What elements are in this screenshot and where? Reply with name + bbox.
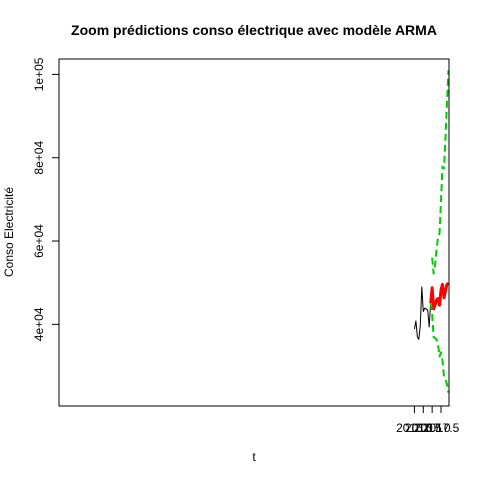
- y-axis: 4e+04 6e+04 8e+04 1e+05: [32, 57, 60, 341]
- series-line-upper-bound: [431, 70, 450, 275]
- plot-frame: [58, 58, 450, 407]
- series-line-lower-bound: [429, 302, 450, 393]
- y-axis-label: Conso Electricité: [2, 187, 16, 277]
- y-tick-label: 8e+04: [32, 141, 46, 175]
- x-tick-label: 2016.0: [396, 421, 433, 435]
- x-axis-label: t: [252, 450, 256, 464]
- chart-title: Zoom prédictions conso électrique avec m…: [71, 22, 437, 38]
- series-line-forecast: [429, 281, 450, 311]
- y-tick-label: 4e+04: [32, 307, 46, 341]
- series-line-observed: [413, 286, 432, 340]
- x-tick-label: 2017.0: [414, 421, 451, 435]
- x-tick-label: 2016.5: [405, 421, 442, 435]
- y-tick-label: 1e+05: [32, 57, 46, 91]
- y-tick-label: 6e+04: [32, 224, 46, 258]
- x-tick-label: 2017.5: [423, 421, 460, 435]
